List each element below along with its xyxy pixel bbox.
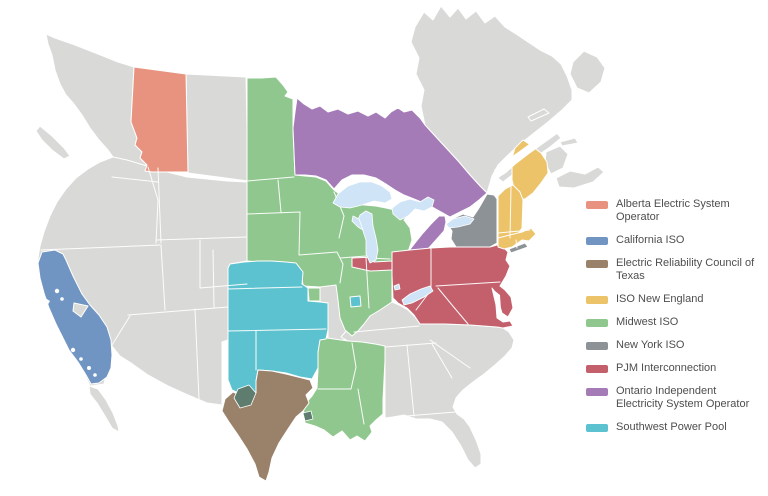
caiso-hole: [87, 366, 91, 370]
legend-item-ieso: Ontario Independent Electricity System O…: [586, 385, 762, 411]
state-borders: [40, 166, 531, 425]
vancouver-island: [35, 125, 71, 160]
ercot-overlap-speck: [302, 410, 314, 422]
legend-swatch-caiso: [586, 237, 608, 245]
legend-swatch-ercot: [586, 260, 608, 268]
long-island[interactable]: [508, 242, 529, 254]
chesapeake-bay: [494, 291, 501, 310]
sf-bay-notch: [41, 296, 50, 308]
region-southeast-us: [340, 301, 515, 469]
region-new-brunswick: [544, 145, 569, 175]
caiso-gray-wedge: [72, 302, 89, 318]
st-lawrence-river: [494, 106, 577, 178]
legend-label-pjm: PJM Interconnection: [616, 362, 717, 374]
caiso-hole: [93, 373, 97, 377]
baja-peninsula: [88, 385, 120, 433]
prince-edward-island: [559, 137, 579, 147]
legend-item-spp: Southwest Power Pool: [586, 421, 762, 434]
legend-swatch-aeso: [586, 201, 608, 209]
legend-item-nyiso: New York ISO: [586, 339, 762, 352]
lake-erie: [401, 285, 434, 306]
great-lakes: [332, 181, 475, 306]
region-miso-kc-block[interactable]: [307, 287, 321, 302]
legend-label-isone: ISO New England: [616, 293, 704, 305]
region-nova-scotia: [555, 166, 605, 189]
legend-item-isone: ISO New England: [586, 293, 762, 306]
region-caiso[interactable]: [37, 249, 113, 385]
region-saskatchewan: [185, 73, 249, 182]
lake-superior: [332, 181, 393, 209]
caiso-hole: [54, 288, 60, 294]
legend-label-nyiso: New York ISO: [616, 339, 685, 351]
anticosti-island: [527, 108, 550, 122]
caiso-hole: [79, 357, 83, 361]
caiso-hole: [70, 347, 76, 353]
legend-label-ieso: Ontario Independent Electricity System O…: [616, 385, 750, 410]
region-newfoundland: [569, 50, 606, 94]
legend-swatch-miso: [586, 319, 608, 327]
caiso-hole: [60, 297, 64, 301]
region-quebec: [410, 5, 573, 194]
lake-huron: [391, 196, 435, 221]
legend-item-pjm: PJM Interconnection: [586, 362, 762, 375]
legend: Alberta Electric System Operator Califor…: [586, 198, 762, 434]
legend-label-caiso: California ISO: [616, 234, 685, 246]
legend-label-spp: Southwest Power Pool: [616, 421, 727, 433]
legend-item-ercot: Electric Reliability Council of Texas: [586, 257, 762, 283]
legend-label-ercot: Electric Reliability Council of Texas: [616, 257, 755, 282]
region-spp-exclave[interactable]: [349, 295, 362, 308]
legend-label-aeso: Alberta Electric System Operator: [616, 198, 730, 223]
region-ieso[interactable]: [292, 97, 488, 218]
legend-item-miso: Midwest ISO: [586, 316, 762, 329]
legend-swatch-nyiso: [586, 342, 608, 350]
iso-regions: [37, 66, 549, 482]
legend-item-aeso: Alberta Electric System Operator: [586, 198, 762, 224]
lake-st-clair: [393, 283, 401, 291]
region-aeso[interactable]: [130, 66, 189, 173]
overlap-areas: [233, 384, 314, 422]
legend-swatch-isone: [586, 296, 608, 304]
ercot-overlap-patch: [233, 384, 257, 409]
legend-item-caiso: California ISO: [586, 234, 762, 247]
legend-label-miso: Midwest ISO: [616, 316, 679, 328]
lake-ontario: [445, 215, 475, 229]
legend-swatch-spp: [586, 424, 608, 432]
legend-swatch-pjm: [586, 365, 608, 373]
legend-swatch-ieso: [586, 388, 608, 396]
water-carves: [41, 106, 577, 377]
green-bay: [351, 215, 364, 231]
